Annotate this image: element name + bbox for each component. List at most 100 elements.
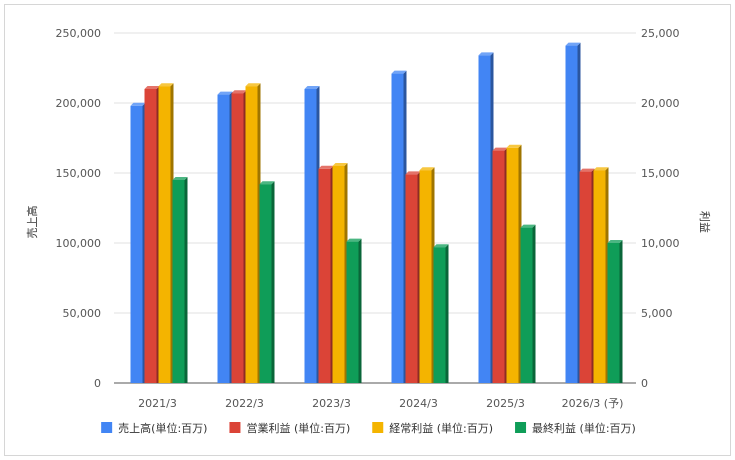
legend-item: 経常利益 (単位:百万) [372,421,493,435]
right-tick-label: 0 [641,377,648,390]
bar-top [419,167,435,171]
bar-front [130,105,143,384]
bar-side [184,177,188,383]
bar-front [332,166,345,383]
bar-front [419,170,432,383]
bar-top [593,167,609,171]
bar [506,144,522,383]
bar-front [579,171,592,383]
legend-label: 売上高(単位:百万) [118,421,207,435]
x-tick-label: 2024/3 [399,397,438,410]
bar-top [506,144,522,148]
bar-front [231,93,244,383]
bar [130,102,146,384]
bar [419,167,435,383]
bar [144,86,160,383]
bar-top [304,86,320,89]
left-tick-label: 250,000 [56,27,102,40]
bar-front [245,86,258,383]
bar [607,240,623,383]
legend-item: 売上高(単位:百万) [101,421,207,435]
left-tick-label: 0 [94,377,101,390]
bar [231,90,247,383]
right-axis-ticks: 0 5,000 10,000 15,000 20,000 25,000 [641,27,680,390]
left-tick-label: 150,000 [56,167,102,180]
bar [172,177,188,383]
bar-front [259,184,272,383]
bar [520,224,536,383]
bar [158,83,174,383]
bar-chart: 0 50,000 100,000 150,000 200,000 250,000 0 5,0… [25,27,712,435]
legend-swatch [515,422,527,433]
left-tick-label: 200,000 [56,97,102,110]
left-axis-title: 売上高 [25,206,39,239]
bar-front [318,168,331,383]
bar-top [391,70,407,74]
bar-side [271,181,275,383]
bar [259,181,275,383]
bar-front [492,150,505,383]
bar-top [318,165,334,169]
x-tick-label: 2022/3 [225,397,264,410]
bar [433,244,449,383]
legend-item: 最終利益 (単位:百万) [515,421,636,435]
bar-front [172,180,185,383]
x-axis-ticks: 2021/3 2022/3 2023/3 2024/3 2025/3 2026/3 (予) [138,397,623,410]
bar-top [405,171,421,175]
bar-front [217,94,230,383]
legend: 売上高(単位:百万) 営業利益 (単位:百万) 経常利益 (単位:百万) 最終利益 (… [101,421,636,435]
bar-top [158,83,174,87]
legend-label: 営業利益 (単位:百万) [246,421,350,435]
bar [332,163,348,383]
bar-side [532,224,536,383]
right-axis-title: 利益 [698,211,712,233]
bar [346,238,362,383]
bar [405,171,421,383]
bar-front [391,73,404,383]
legend-swatch [372,422,384,433]
legend-swatch [101,422,113,433]
chart-frame: 0 50,000 100,000 150,000 200,000 250,000 0 5,0… [4,4,731,456]
bar-front [144,89,157,383]
bar-top [172,177,188,180]
bar-side [358,238,362,383]
bar [492,147,508,383]
bar-top [492,147,508,151]
bar-top [259,181,275,185]
bar-front [304,89,317,383]
x-tick-label: 2025/3 [486,397,525,410]
legend-label: 経常利益 (単位:百万) [389,421,493,435]
bar [217,91,233,383]
bar [245,83,261,383]
bar-front [158,86,171,383]
bar [391,70,407,383]
right-tick-label: 15,000 [641,167,680,180]
bar-front [405,174,418,383]
right-tick-label: 20,000 [641,97,680,110]
bar-top [245,83,261,87]
left-tick-label: 50,000 [63,307,102,320]
bar-top [144,86,160,89]
bar-top [478,52,494,56]
bar-top [217,91,233,95]
bar-top [130,102,146,106]
bar-front [593,170,606,383]
bar [593,167,609,383]
bar-top [332,163,348,166]
bar [478,52,494,384]
bar [304,86,320,383]
legend-swatch [229,422,241,433]
bar-front [506,147,519,383]
bar-top [565,42,581,46]
legend-item: 営業利益 (単位:百万) [229,421,350,435]
bar-front [346,241,359,383]
bar [318,165,334,383]
bar-front [565,45,578,383]
bar-top [579,168,595,172]
bar-top [231,90,247,94]
bar-front [607,243,620,383]
bar-front [433,247,446,383]
right-tick-label: 25,000 [641,27,680,40]
bar-top [520,224,536,228]
bar-front [520,227,533,383]
